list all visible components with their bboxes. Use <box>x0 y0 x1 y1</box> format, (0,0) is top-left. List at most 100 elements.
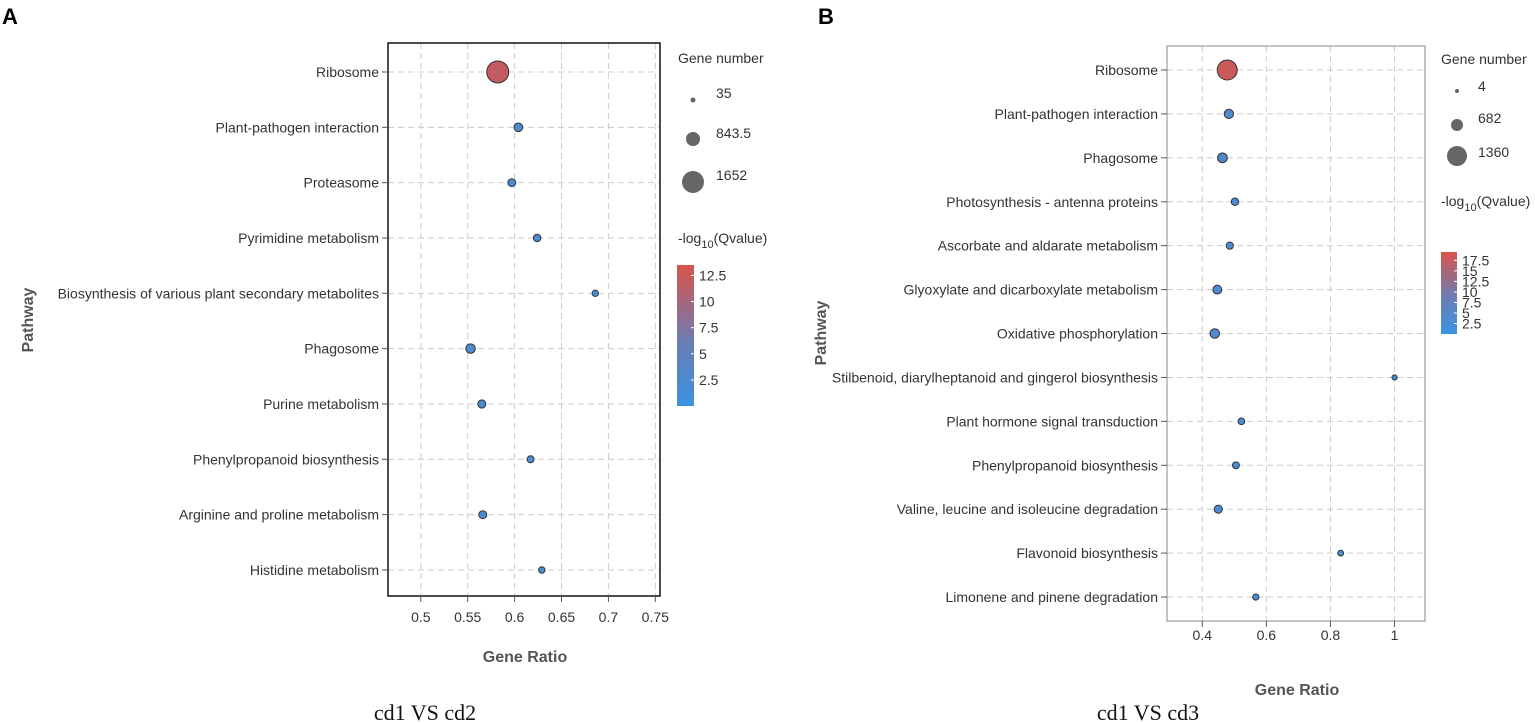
panel-b-caption: cd1 VS cd3 <box>1097 700 1199 723</box>
color-bar-tick-label: 5 <box>699 346 707 362</box>
panel-a-caption: cd1 VS cd2 <box>374 700 476 723</box>
panel-b-category-labels: Ribosome Plant-pathogen interaction Phagos… <box>832 62 1167 605</box>
panel-b-size-legend-label-large: 1360 <box>1478 144 1509 160</box>
panel-b-color-legend-title-prefix: -log <box>1441 193 1464 209</box>
category-label: Phenylpropanoid biosynthesis <box>972 457 1158 473</box>
panel-b-points <box>1209 59 1398 601</box>
category-label: Plant-pathogen interaction <box>216 119 379 135</box>
panel-a-size-legend-dot-large <box>682 171 704 193</box>
data-point <box>1216 59 1238 81</box>
panel-a-color-legend-title: -log10(Qvalue) <box>678 230 767 251</box>
category-label: Plant hormone signal transduction <box>946 413 1158 429</box>
panel-a-color-bar <box>677 265 694 406</box>
panel-b-size-legend-title: Gene number <box>1441 51 1527 67</box>
x-tick-label: 0.75 <box>642 609 669 625</box>
color-bar-tick-label: 15 <box>1462 263 1478 279</box>
category-label: Photosynthesis - antenna proteins <box>946 194 1158 210</box>
color-bar-tick-label: 2.5 <box>699 372 719 388</box>
panel-b-size-legend-label-medium: 682 <box>1478 110 1502 126</box>
data-point <box>538 566 546 574</box>
color-bar-tick-label: 5 <box>1462 305 1470 321</box>
panel-b-grid <box>1167 46 1425 621</box>
x-tick-label: 0.6 <box>1257 627 1277 643</box>
data-point <box>1223 108 1234 120</box>
category-label: Proteasome <box>304 175 380 191</box>
color-bar-tick-label: 10 <box>699 294 715 310</box>
panel-a: A Ribosome Plant-pathogen interaction Prot… <box>2 4 767 723</box>
x-tick-label: 0.5 <box>411 609 431 625</box>
category-label: Glyoxylate and dicarboxylate metabolism <box>904 282 1158 298</box>
panel-a-size-legend-label-small: 35 <box>716 85 732 101</box>
panel-a-size-legend-dot-medium <box>686 132 700 146</box>
data-point <box>478 510 488 520</box>
data-point <box>1252 593 1260 601</box>
color-bar-tick-label: 7.5 <box>699 320 719 336</box>
category-label: Biosynthesis of various plant secondary … <box>58 285 379 301</box>
panel-b-size-legend-dot-large <box>1447 146 1467 166</box>
panel-a-size-legend: Gene number 35 843.5 1652 <box>678 50 764 193</box>
panel-b-x-ticks: 0.4 0.6 0.8 1 <box>1193 621 1399 643</box>
x-tick-label: 0.8 <box>1321 627 1341 643</box>
category-label: Ribosome <box>316 64 379 80</box>
panel-b: B Ribosome Plant-pathogen interaction Phag… <box>813 4 1530 723</box>
color-bar-tick-label: 12.5 <box>699 267 726 283</box>
panel-b-color-bar <box>1441 252 1457 334</box>
data-point <box>513 122 524 133</box>
panel-a-points <box>465 60 599 574</box>
panel-a-x-axis-title: Gene Ratio <box>483 649 568 666</box>
category-label: Ribosome <box>1095 62 1158 78</box>
panel-a-color-legend-title-prefix: -log <box>678 230 701 246</box>
color-bar-tick-label: 7.5 <box>1462 294 1482 310</box>
data-point <box>1237 417 1246 426</box>
panel-a-x-ticks: 0.5 0.55 0.6 0.65 0.7 0.75 <box>411 596 669 625</box>
panel-b-color-legend-title-sub: 10 <box>1464 202 1476 214</box>
category-label: Plant-pathogen interaction <box>995 106 1158 122</box>
category-label: Phenylpropanoid biosynthesis <box>193 451 379 467</box>
panel-b-color-legend-title: -log10(Qvalue) <box>1441 193 1530 214</box>
data-point <box>1225 241 1234 250</box>
x-tick-label: 0.65 <box>548 609 575 625</box>
color-bar-tick-label: 12.5 <box>1462 273 1489 289</box>
category-label: Ascorbate and aldarate metabolism <box>938 238 1158 254</box>
panel-b-letter: B <box>818 4 834 29</box>
panel-b-size-legend-dot-small <box>1455 89 1459 93</box>
category-label: Pyrimidine metabolism <box>238 230 379 246</box>
panel-b-size-legend-label-small: 4 <box>1478 78 1486 94</box>
category-label: Arginine and proline metabolism <box>179 507 379 523</box>
category-label: Histidine metabolism <box>250 562 379 578</box>
category-label: Stilbenoid, diarylheptanoid and gingerol… <box>832 369 1158 385</box>
category-label: Oxidative phosphorylation <box>997 326 1158 342</box>
x-tick-label: 0.6 <box>505 609 525 625</box>
data-point <box>1213 504 1223 514</box>
panel-a-size-legend-dot-small <box>690 97 696 103</box>
color-bar-tick-label: 10 <box>1462 284 1478 300</box>
data-point <box>465 343 476 354</box>
x-tick-label: 1 <box>1391 627 1399 643</box>
panel-a-y-axis-title: Pathway <box>20 287 37 352</box>
panel-a-category-labels: Ribosome Plant-pathogen interaction Protea… <box>58 64 388 578</box>
color-bar-tick-label: 17.5 <box>1462 252 1489 268</box>
x-tick-label: 0.4 <box>1193 627 1213 643</box>
category-label: Limonene and pinene degradation <box>945 589 1158 605</box>
panel-a-size-legend-label-medium: 843.5 <box>716 125 751 141</box>
panel-a-color-bar-ticks: 12.5 10 7.5 5 2.5 <box>691 267 726 388</box>
category-label: Phagosome <box>1083 150 1158 166</box>
panel-a-color-legend-title-sub: 10 <box>701 239 713 251</box>
color-bar-tick-label: 2.5 <box>1462 315 1482 331</box>
x-tick-label: 0.7 <box>599 609 619 625</box>
data-point <box>526 455 535 464</box>
data-point <box>1212 284 1223 295</box>
category-label: Valine, leucine and isoleucine degradati… <box>897 501 1158 517</box>
data-point <box>1391 374 1398 381</box>
panel-b-y-axis-title: Pathway <box>813 300 830 365</box>
panel-a-color-legend-title-suffix: (Qvalue) <box>714 230 768 246</box>
panel-b-x-axis-title: Gene Ratio <box>1255 682 1340 699</box>
data-point <box>1217 152 1228 164</box>
category-label: Flavonoid biosynthesis <box>1016 545 1158 561</box>
data-point <box>486 60 510 84</box>
data-point <box>591 289 599 297</box>
